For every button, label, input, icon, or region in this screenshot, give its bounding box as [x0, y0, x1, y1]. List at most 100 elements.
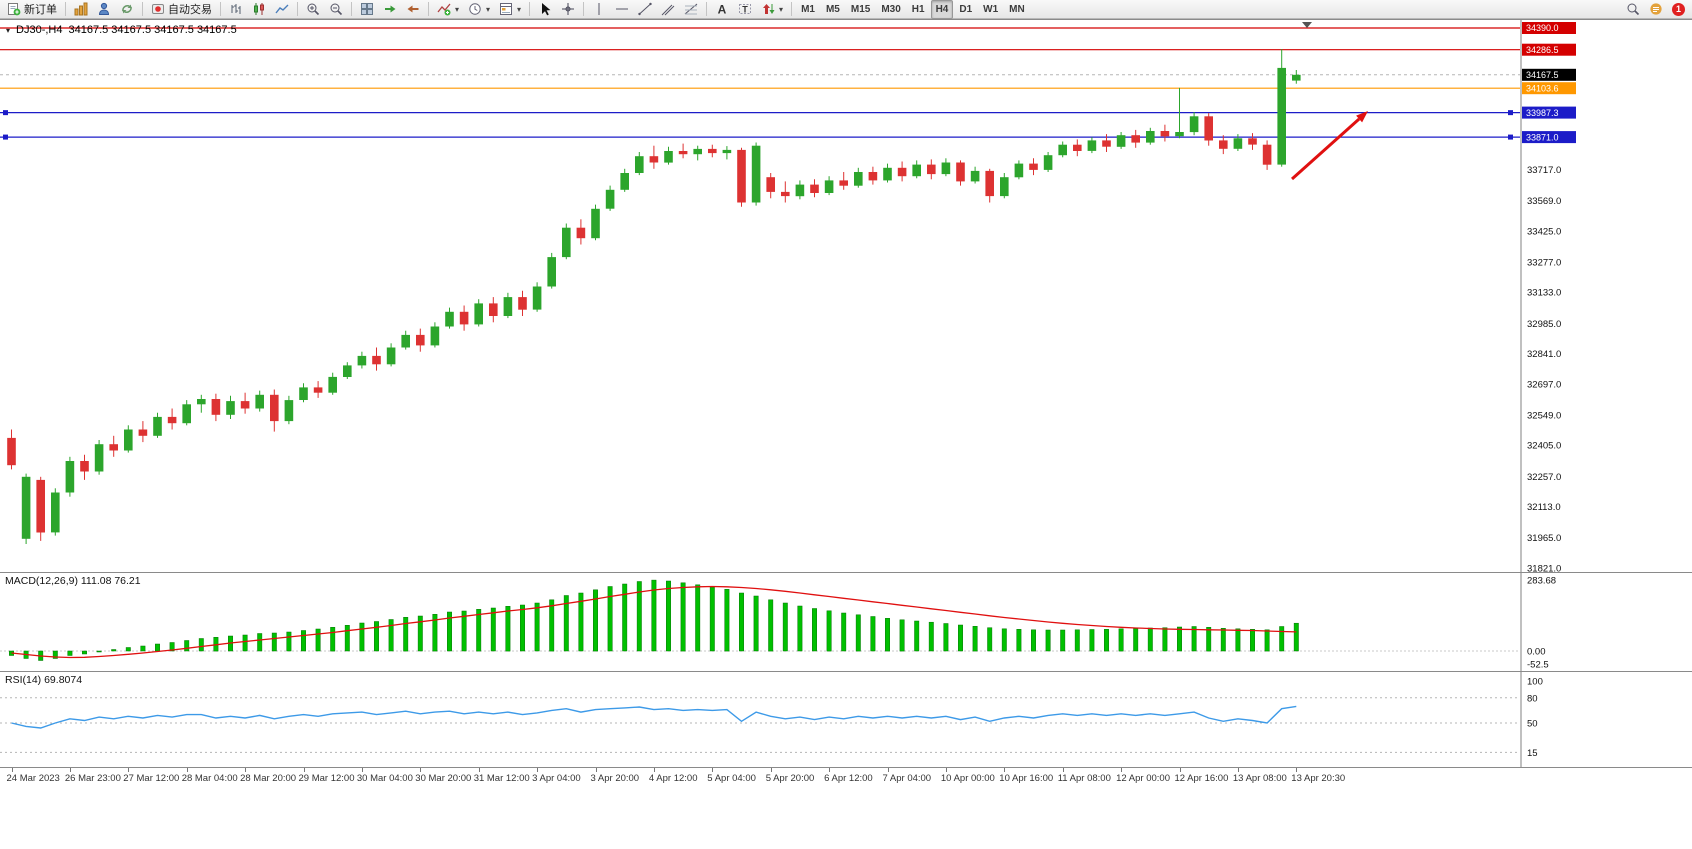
- timeframe-button-h1[interactable]: H1: [911, 3, 925, 15]
- market-watch-icon: [74, 2, 88, 16]
- horizontal-line-tool-button[interactable]: [611, 0, 633, 19]
- time-axis-label: 12 Apr 16:00: [1174, 773, 1229, 784]
- rsi-axis[interactable]: 100 80 50 15: [1527, 677, 1543, 759]
- terminal-button[interactable]: [116, 0, 138, 19]
- toolbar-separator: [297, 2, 298, 16]
- tile-windows-button[interactable]: [356, 0, 378, 19]
- time-axis-label: 30 Mar 20:00: [415, 773, 472, 784]
- notification-badge[interactable]: 1: [1672, 2, 1685, 16]
- rsi-chart[interactable]: 100 80 50 15: [0, 672, 1692, 767]
- zoom-in-button[interactable]: [302, 0, 324, 19]
- indicators-icon: [437, 3, 451, 16]
- timeframe-button-m15[interactable]: M15: [850, 3, 871, 15]
- svg-text:34390.0: 34390.0: [1526, 23, 1559, 33]
- trendline-tool-button[interactable]: [634, 0, 656, 19]
- macd-axis-label: 283.68: [1527, 576, 1556, 587]
- rsi-axis-label: 50: [1527, 719, 1538, 730]
- time-axis-tick: [303, 768, 305, 772]
- crosshair-tool-button[interactable]: [557, 0, 579, 19]
- timeframe-button-h4[interactable]: H4: [930, 0, 954, 19]
- chart-shift-marker[interactable]: [1302, 22, 1312, 28]
- timeframe-button-d1[interactable]: D1: [959, 3, 973, 15]
- vertical-line-tool-button[interactable]: [588, 0, 610, 19]
- price-axis[interactable]: 33717.0 33569.0 33425.0 33277.0 33133.0 32985…: [1527, 165, 1561, 572]
- text-tool-button[interactable]: A: [711, 0, 733, 19]
- time-axis-tick: [69, 768, 71, 772]
- autotrade-button[interactable]: 自动交易: [147, 0, 216, 19]
- time-axis-tick: [770, 768, 772, 772]
- rsi-indicator-label: RSI(14) 69.8074: [5, 674, 83, 686]
- chevron-down-icon: ▾: [517, 4, 522, 14]
- vertical-line-icon: [598, 3, 600, 15]
- indicators-button[interactable]: ▾: [433, 0, 463, 19]
- search-button[interactable]: [1622, 0, 1644, 19]
- fibonacci-tool-button[interactable]: [680, 0, 702, 19]
- macd-axis[interactable]: 283.68 0.00 -52.5: [1527, 576, 1556, 671]
- line-handle[interactable]: [1508, 134, 1513, 140]
- time-axis-label: 5 Apr 04:00: [707, 773, 756, 784]
- line-chart-button[interactable]: [271, 0, 293, 19]
- channel-icon: [661, 4, 675, 16]
- current-price-tag: 34167.5: [1522, 68, 1576, 81]
- timeframe-button-m1[interactable]: M1: [801, 3, 815, 15]
- horizontal-line-icon: [616, 8, 629, 10]
- line-handle[interactable]: [1508, 110, 1513, 116]
- autotrade-icon: [152, 4, 164, 14]
- chart-title-collapse-icon[interactable]: ▾: [6, 25, 11, 35]
- toolbar-separator: [583, 2, 585, 16]
- periods-button[interactable]: ▾: [464, 0, 494, 19]
- time-axis-label: 26 Mar 23:00: [64, 773, 121, 784]
- time-axis-label: 30 Mar 04:00: [356, 773, 413, 784]
- svg-text:33987.3: 33987.3: [1526, 108, 1559, 118]
- toolbar-separator: [351, 2, 352, 16]
- rsi-axis-label: 15: [1527, 748, 1538, 759]
- timeframe-toolbar: M1 M5 M15 M30 H1 H4 D1 W1 MN: [796, 0, 1030, 19]
- chart-shift-button[interactable]: [402, 0, 424, 19]
- zoom-out-icon: [330, 3, 343, 16]
- auto-scroll-button[interactable]: [379, 0, 401, 19]
- main-price-chart[interactable]: 33717.0 33569.0 33425.0 33277.0 33133.0 32985…: [0, 20, 1692, 572]
- price-tag: 34103.6: [1522, 82, 1576, 95]
- time-axis-tick: [1179, 768, 1181, 772]
- macd-indicator-label: MACD(12,26,9) 111.08 76.21: [5, 575, 141, 587]
- timeframe-button-m30[interactable]: M30: [881, 3, 901, 15]
- cursor-tool-button[interactable]: [534, 0, 556, 19]
- price-tag: 33871.0: [1522, 131, 1576, 144]
- terminal-icon: [122, 4, 132, 14]
- macd-chart[interactable]: 283.68 0.00 -52.5: [0, 573, 1692, 671]
- line-handle[interactable]: [3, 110, 8, 116]
- svg-text:34167.5: 34167.5: [1526, 70, 1559, 80]
- new-order-button[interactable]: 新订单: [3, 0, 61, 19]
- arrows-tool-button[interactable]: ▾: [757, 0, 787, 19]
- text-label-tool-button[interactable]: T: [734, 0, 756, 19]
- arrows-icon: [763, 4, 775, 14]
- chevron-down-icon: ▾: [486, 4, 491, 14]
- toolbar-separator: [428, 2, 429, 16]
- chat-icon: [1650, 3, 1662, 15]
- timeframe-button-w1[interactable]: W1: [983, 3, 999, 15]
- line-handle[interactable]: [3, 134, 8, 140]
- time-axis-tick: [595, 768, 597, 772]
- toolbar-separator: [65, 2, 66, 16]
- time-axis[interactable]: 24 Mar 2023 26 Mar 23:00 27 Mar 12:00 28 Ma…: [0, 768, 1692, 786]
- candlestick-series: [7, 49, 1301, 544]
- bottom-whitespace: [0, 786, 1692, 849]
- trend-arrow-annotation[interactable]: [1291, 111, 1368, 181]
- candlestick-chart-button[interactable]: [248, 0, 270, 19]
- templates-button[interactable]: ▾: [495, 0, 525, 19]
- svg-text:A: A: [718, 3, 727, 17]
- toolbar-separator: [529, 2, 531, 16]
- channel-tool-button[interactable]: [657, 0, 679, 19]
- chat-button[interactable]: [1645, 0, 1667, 19]
- price-axis-label: 33277.0: [1527, 257, 1561, 268]
- time-axis-label: 31 Mar 12:00: [473, 773, 530, 784]
- bar-chart-button[interactable]: [225, 0, 247, 19]
- price-axis-label: 32549.0: [1527, 411, 1561, 422]
- timeframe-button-m5[interactable]: M5: [825, 3, 840, 15]
- zoom-out-button[interactable]: [325, 0, 347, 19]
- market-watch-button[interactable]: [70, 0, 92, 19]
- macd-signal-line: [11, 585, 1297, 659]
- timeframe-button-mn[interactable]: MN: [1009, 3, 1025, 15]
- time-axis-tick: [1237, 768, 1239, 772]
- navigator-button[interactable]: [93, 0, 115, 19]
